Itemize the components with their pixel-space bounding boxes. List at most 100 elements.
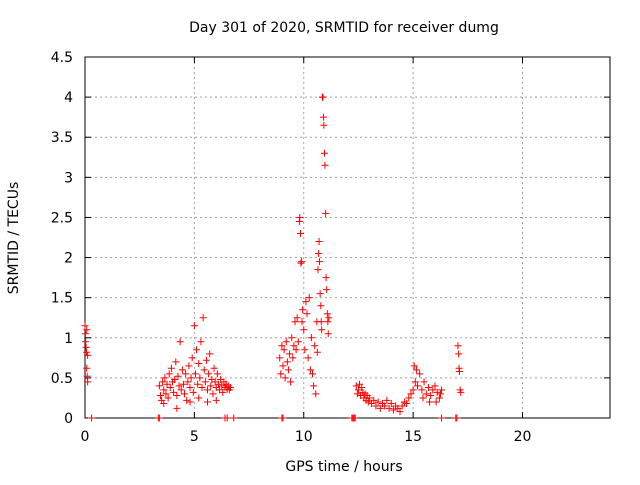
data-point <box>310 382 318 390</box>
data-point <box>409 386 417 394</box>
data-point <box>412 366 420 374</box>
data-point <box>195 359 203 367</box>
data-point <box>283 358 291 366</box>
y-tick-label: 2.5 <box>51 210 73 226</box>
data-point <box>195 394 203 402</box>
data-point <box>83 326 91 334</box>
data-point <box>312 390 320 398</box>
data-point <box>287 378 295 386</box>
data-point <box>322 209 330 217</box>
data-point <box>289 354 297 362</box>
data-point <box>313 348 321 356</box>
data-point <box>431 382 439 390</box>
data-point <box>84 378 92 386</box>
data-point <box>179 380 187 388</box>
data-point <box>453 414 461 422</box>
data-point <box>319 93 327 101</box>
data-point <box>438 414 446 422</box>
data-point <box>321 161 329 169</box>
data-point <box>426 398 434 406</box>
data-point <box>323 286 331 294</box>
y-tick-label: 1 <box>64 331 73 347</box>
data-point <box>173 392 181 400</box>
data-point <box>317 302 325 310</box>
data-point <box>155 414 163 422</box>
data-point <box>181 390 189 398</box>
data-point <box>188 354 196 362</box>
data-point <box>316 290 324 298</box>
data-point <box>353 390 361 398</box>
data-point <box>291 318 299 326</box>
data-point <box>292 346 300 354</box>
data-point <box>376 404 384 412</box>
y-tick-label: 1.5 <box>51 291 73 307</box>
data-point <box>323 310 331 318</box>
data-point <box>302 298 310 306</box>
data-point <box>306 366 314 374</box>
data-point <box>456 367 463 375</box>
data-point <box>299 306 307 314</box>
data-point <box>396 408 404 416</box>
data-point <box>429 386 437 394</box>
data-point <box>276 354 284 362</box>
data-point <box>358 384 366 392</box>
y-tick-label: 3.5 <box>51 130 73 146</box>
data-point <box>288 334 296 342</box>
data-point <box>204 386 211 394</box>
data-point <box>189 388 197 396</box>
data-point <box>296 229 304 237</box>
data-point <box>279 362 287 370</box>
data-point <box>455 350 463 358</box>
data-point <box>315 238 323 246</box>
data-point <box>190 322 198 330</box>
data-point <box>83 364 91 372</box>
data-point <box>365 394 373 402</box>
data-point <box>427 392 435 400</box>
data-point <box>301 346 309 354</box>
data-point <box>304 354 312 362</box>
data-point <box>398 402 406 410</box>
data-point <box>305 294 313 302</box>
data-point <box>418 386 426 394</box>
data-point <box>162 390 170 398</box>
data-point <box>212 396 220 404</box>
data-point <box>416 370 424 378</box>
data-point <box>226 384 234 392</box>
data-point <box>352 382 360 390</box>
data-point <box>293 314 301 322</box>
data-point <box>193 346 201 354</box>
data-point <box>155 382 163 390</box>
y-tick-label: 3 <box>64 170 73 186</box>
x-tick-label: 5 <box>190 429 199 445</box>
data-point <box>84 351 92 359</box>
ticks: 0 0.5 1 1.5 2 2.5 3 3.5 4 4.5 0 5 10 15 20 <box>51 50 610 445</box>
data-point <box>166 384 174 392</box>
data-point <box>194 380 202 388</box>
data-point <box>324 330 332 338</box>
data-point <box>387 400 395 408</box>
x-tick-label: 10 <box>295 429 313 445</box>
data-point <box>278 342 286 350</box>
data-point <box>290 342 298 350</box>
data-point <box>198 384 206 392</box>
data-point <box>296 213 304 221</box>
data-point <box>311 342 319 350</box>
y-tick-label: 4 <box>64 90 73 106</box>
data-point <box>432 398 440 406</box>
data-point <box>381 402 389 410</box>
data-point <box>294 338 302 346</box>
data-point <box>182 370 190 378</box>
data-point <box>191 370 199 378</box>
data-point <box>165 370 173 378</box>
data-point <box>184 378 192 386</box>
data-point <box>403 400 411 408</box>
data-point <box>277 370 285 378</box>
data-point <box>83 348 91 356</box>
data-point <box>161 374 169 382</box>
data-point <box>385 404 393 412</box>
data-point <box>88 414 96 422</box>
data-point <box>364 398 372 406</box>
data-point <box>159 378 167 386</box>
data-point <box>163 380 171 388</box>
